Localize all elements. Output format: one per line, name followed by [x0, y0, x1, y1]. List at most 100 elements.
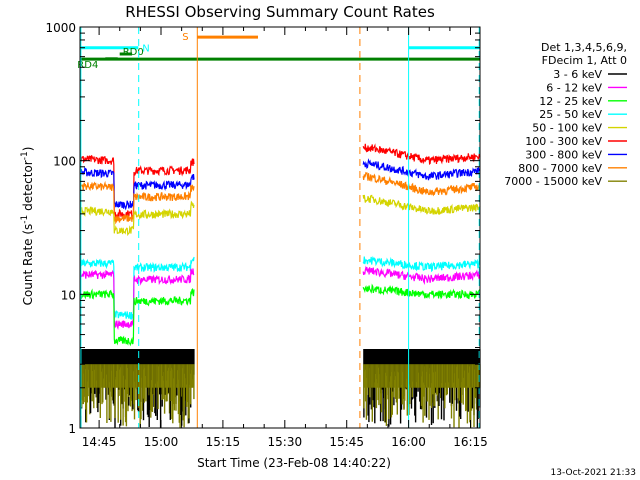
series-7000-15000kev-bar [460, 364, 463, 403]
series-3-6kev-bar [173, 349, 176, 379]
series-7000-15000kev-bar [419, 364, 422, 388]
series-7000-15000kev-bar [102, 364, 104, 403]
series-7000-15000kev-bar [417, 364, 419, 388]
series-7000-15000kev-bar [85, 364, 88, 423]
series-7000-15000kev-bar [108, 364, 110, 419]
series-7000-15000kev-bar [81, 364, 84, 401]
series-3-6kev-bar [170, 349, 172, 371]
series-3-6kev-bar [366, 349, 368, 378]
series-7000-15000kev-bar [96, 364, 98, 408]
series-3-6kev-bar [127, 349, 129, 368]
series-7000-15000kev-bar [435, 364, 438, 395]
chart-title: RHESSI Observing Summary Count Rates [125, 3, 435, 21]
legend-entry-label: 7000 - 15000 keV [504, 175, 602, 188]
series-7000-15000kev-bar [148, 364, 150, 396]
series-3-6kev-bar [85, 349, 88, 370]
series-7000-15000kev-bar [433, 364, 435, 407]
series-12-25kev-line [362, 283, 481, 300]
series-7000-15000kev-bar [398, 364, 400, 399]
series-3-6kev-bar [468, 349, 470, 373]
legend-entry-label: 300 - 800 keV [525, 148, 602, 161]
series-layer [79, 143, 481, 428]
series-7000-15000kev-bar [406, 364, 408, 416]
series-3-6kev-bar [429, 349, 432, 369]
series-7000-15000kev-bar [143, 364, 145, 403]
series-7000-15000kev-bar [128, 364, 130, 397]
series-7000-15000kev-bar [394, 364, 397, 399]
series-7000-15000kev-bar [119, 364, 121, 396]
series-3-6kev-bar [193, 349, 195, 375]
legend-entry-label: 100 - 300 keV [525, 135, 602, 148]
flag-label: N [142, 44, 149, 55]
series-7000-15000kev-bar [462, 364, 464, 405]
series-7000-15000kev-bar [429, 364, 431, 406]
series-7000-15000kev-bar [159, 364, 162, 388]
series-7000-15000kev-bar [412, 364, 414, 388]
series-7000-15000kev-bar [418, 364, 420, 388]
series-7000-15000kev-bar [179, 364, 181, 428]
series-7000-15000kev-bar [388, 364, 390, 420]
series-3-6kev-bar [123, 349, 125, 376]
series-7000-15000kev-bar [379, 364, 382, 404]
series-7000-15000kev-bar [103, 364, 106, 388]
series-7000-15000kev-bar [165, 364, 167, 402]
series-7000-15000kev-bar [397, 364, 399, 388]
x-tick-label: 15:15 [206, 435, 241, 449]
series-7000-15000kev-bar [125, 364, 128, 427]
series-7000-15000kev-bar [82, 364, 84, 405]
series-3-6kev-bar [177, 349, 180, 371]
series-7000-15000kev-bar [102, 364, 105, 388]
series-3-6kev-bar [126, 349, 128, 371]
series-7000-15000kev-bar [389, 364, 392, 388]
series-300-800kev-line [362, 158, 481, 181]
series-7000-15000kev-bar [384, 364, 386, 423]
y-tick-label: 1000 [45, 21, 76, 35]
series-7000-15000kev-bar [155, 364, 158, 388]
series-7000-15000kev-bar [84, 364, 86, 403]
series-7000-15000kev-bar [120, 364, 122, 420]
series-7000-15000kev-bar [371, 364, 373, 422]
series-3-6kev-bar [454, 349, 456, 374]
flag-label: S [182, 32, 188, 43]
legend-header-2: FDecim 1, Att 0 [542, 54, 627, 67]
series-7000-15000kev-bar [446, 364, 448, 395]
series-7000-15000kev-bar [365, 364, 368, 420]
series-7000-15000kev-bar [112, 364, 115, 388]
series-7000-15000kev-bar [190, 364, 192, 405]
series-7000-15000kev-bar [453, 364, 455, 428]
series-7000-15000kev-bar [404, 364, 407, 388]
series-7000-15000kev-bar [440, 364, 442, 399]
series-7000-15000kev-bar [91, 364, 93, 402]
series-7000-15000kev-bar [473, 364, 475, 427]
series-7000-15000kev-bar [133, 364, 136, 420]
x-tick-label: 16:15 [453, 435, 488, 449]
series-300-800kev-line [79, 166, 195, 211]
series-7000-15000kev-bar [445, 364, 448, 396]
series-3-6kev-bar [141, 349, 143, 378]
series-3-6kev-bar [111, 349, 114, 371]
series-7000-15000kev-bar [427, 364, 429, 388]
series-7000-15000kev-bar [138, 364, 141, 401]
series-3-6kev-bar [397, 349, 399, 372]
series-3-6kev-bar [190, 349, 193, 374]
series-7000-15000kev-bar [161, 364, 163, 400]
series-6-12kev-line [362, 265, 481, 285]
series-7000-15000kev-bar [124, 364, 127, 423]
series-7000-15000kev-bar [163, 364, 166, 414]
series-7000-15000kev-bar [423, 364, 425, 397]
series-7000-15000kev-bar [101, 364, 103, 405]
series-7000-15000kev-bar [188, 364, 190, 419]
series-7000-15000kev-bar [100, 364, 102, 388]
series-7000-15000kev-bar [147, 364, 149, 388]
series-7000-15000kev-bar [118, 364, 120, 388]
series-7000-15000kev-bar [436, 364, 438, 396]
series-7000-15000kev-bar [377, 364, 379, 401]
series-7000-15000kev-bar [442, 364, 444, 388]
series-3-6kev-bar [455, 349, 457, 368]
series-7000-15000kev-bar [168, 364, 171, 414]
series-7000-15000kev-bar [470, 364, 472, 428]
series-7000-15000kev-bar [449, 364, 451, 388]
series-7000-15000kev-bar [166, 364, 168, 402]
series-7000-15000kev-bar [466, 364, 469, 424]
series-3-6kev-bar [463, 349, 465, 378]
